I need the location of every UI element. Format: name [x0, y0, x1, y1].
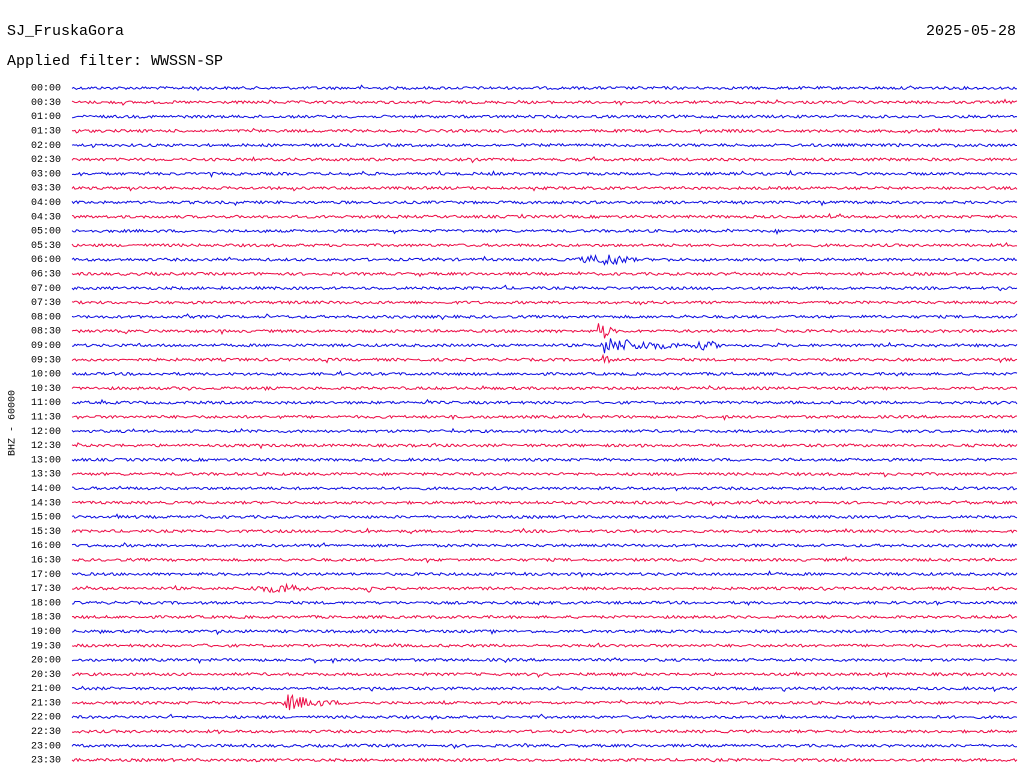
time-label: 09:00 [31, 341, 61, 352]
time-label: 17:00 [31, 570, 61, 581]
time-label: 05:30 [31, 241, 61, 252]
time-label: 04:30 [31, 212, 61, 223]
time-label: 00:00 [31, 84, 61, 95]
time-label: 22:30 [31, 727, 61, 738]
time-label: 02:00 [31, 141, 61, 152]
time-label: 21:00 [31, 684, 61, 695]
time-label: 21:30 [31, 698, 61, 709]
time-label: 16:00 [31, 541, 61, 552]
time-label: 06:30 [31, 270, 61, 281]
time-label: 03:30 [31, 184, 61, 195]
time-label: 05:00 [31, 227, 61, 238]
time-label: 20:30 [31, 670, 61, 681]
time-label: 22:00 [31, 713, 61, 724]
time-label: 07:00 [31, 284, 61, 295]
time-label: 12:00 [31, 427, 61, 438]
time-label: 08:00 [31, 312, 61, 323]
time-label: 12:30 [31, 441, 61, 452]
date: 2025-05-28 [926, 23, 1016, 40]
time-label: 13:30 [31, 470, 61, 481]
time-label: 13:00 [31, 455, 61, 466]
time-label: 06:00 [31, 255, 61, 266]
time-label: 10:30 [31, 384, 61, 395]
station: SJ_FruskaGora [7, 23, 124, 40]
filter: Applied filter: WWSSN-SP [7, 53, 223, 70]
time-label: 02:30 [31, 155, 61, 166]
time-label: 14:30 [31, 498, 61, 509]
time-label: 04:00 [31, 198, 61, 209]
axis-label: BHZ - 60000 [8, 390, 19, 456]
time-label: 00:30 [31, 98, 61, 109]
page: SJ_FruskaGora 2025-05-28 Applied filter:… [0, 0, 1024, 780]
helicorder: SJ_FruskaGora 2025-05-28 Applied filter:… [0, 0, 1024, 780]
time-label: 15:30 [31, 527, 61, 538]
time-label: 17:30 [31, 584, 61, 595]
time-label: 18:00 [31, 598, 61, 609]
time-label: 01:30 [31, 127, 61, 138]
time-label: 18:30 [31, 613, 61, 624]
time-label: 19:30 [31, 641, 61, 652]
time-label: 14:00 [31, 484, 61, 495]
time-label: 09:30 [31, 355, 61, 366]
time-label: 16:30 [31, 555, 61, 566]
time-label: 10:00 [31, 370, 61, 381]
time-label: 03:00 [31, 169, 61, 180]
time-label: 23:30 [31, 756, 61, 767]
time-label: 15:00 [31, 513, 61, 524]
time-label: 11:30 [31, 412, 61, 423]
time-label: 11:00 [31, 398, 61, 409]
time-label: 19:00 [31, 627, 61, 638]
time-label: 08:30 [31, 327, 61, 338]
time-label: 20:00 [31, 656, 61, 667]
time-label: 01:00 [31, 112, 61, 123]
time-label: 07:30 [31, 298, 61, 309]
time-label: 23:00 [31, 741, 61, 752]
